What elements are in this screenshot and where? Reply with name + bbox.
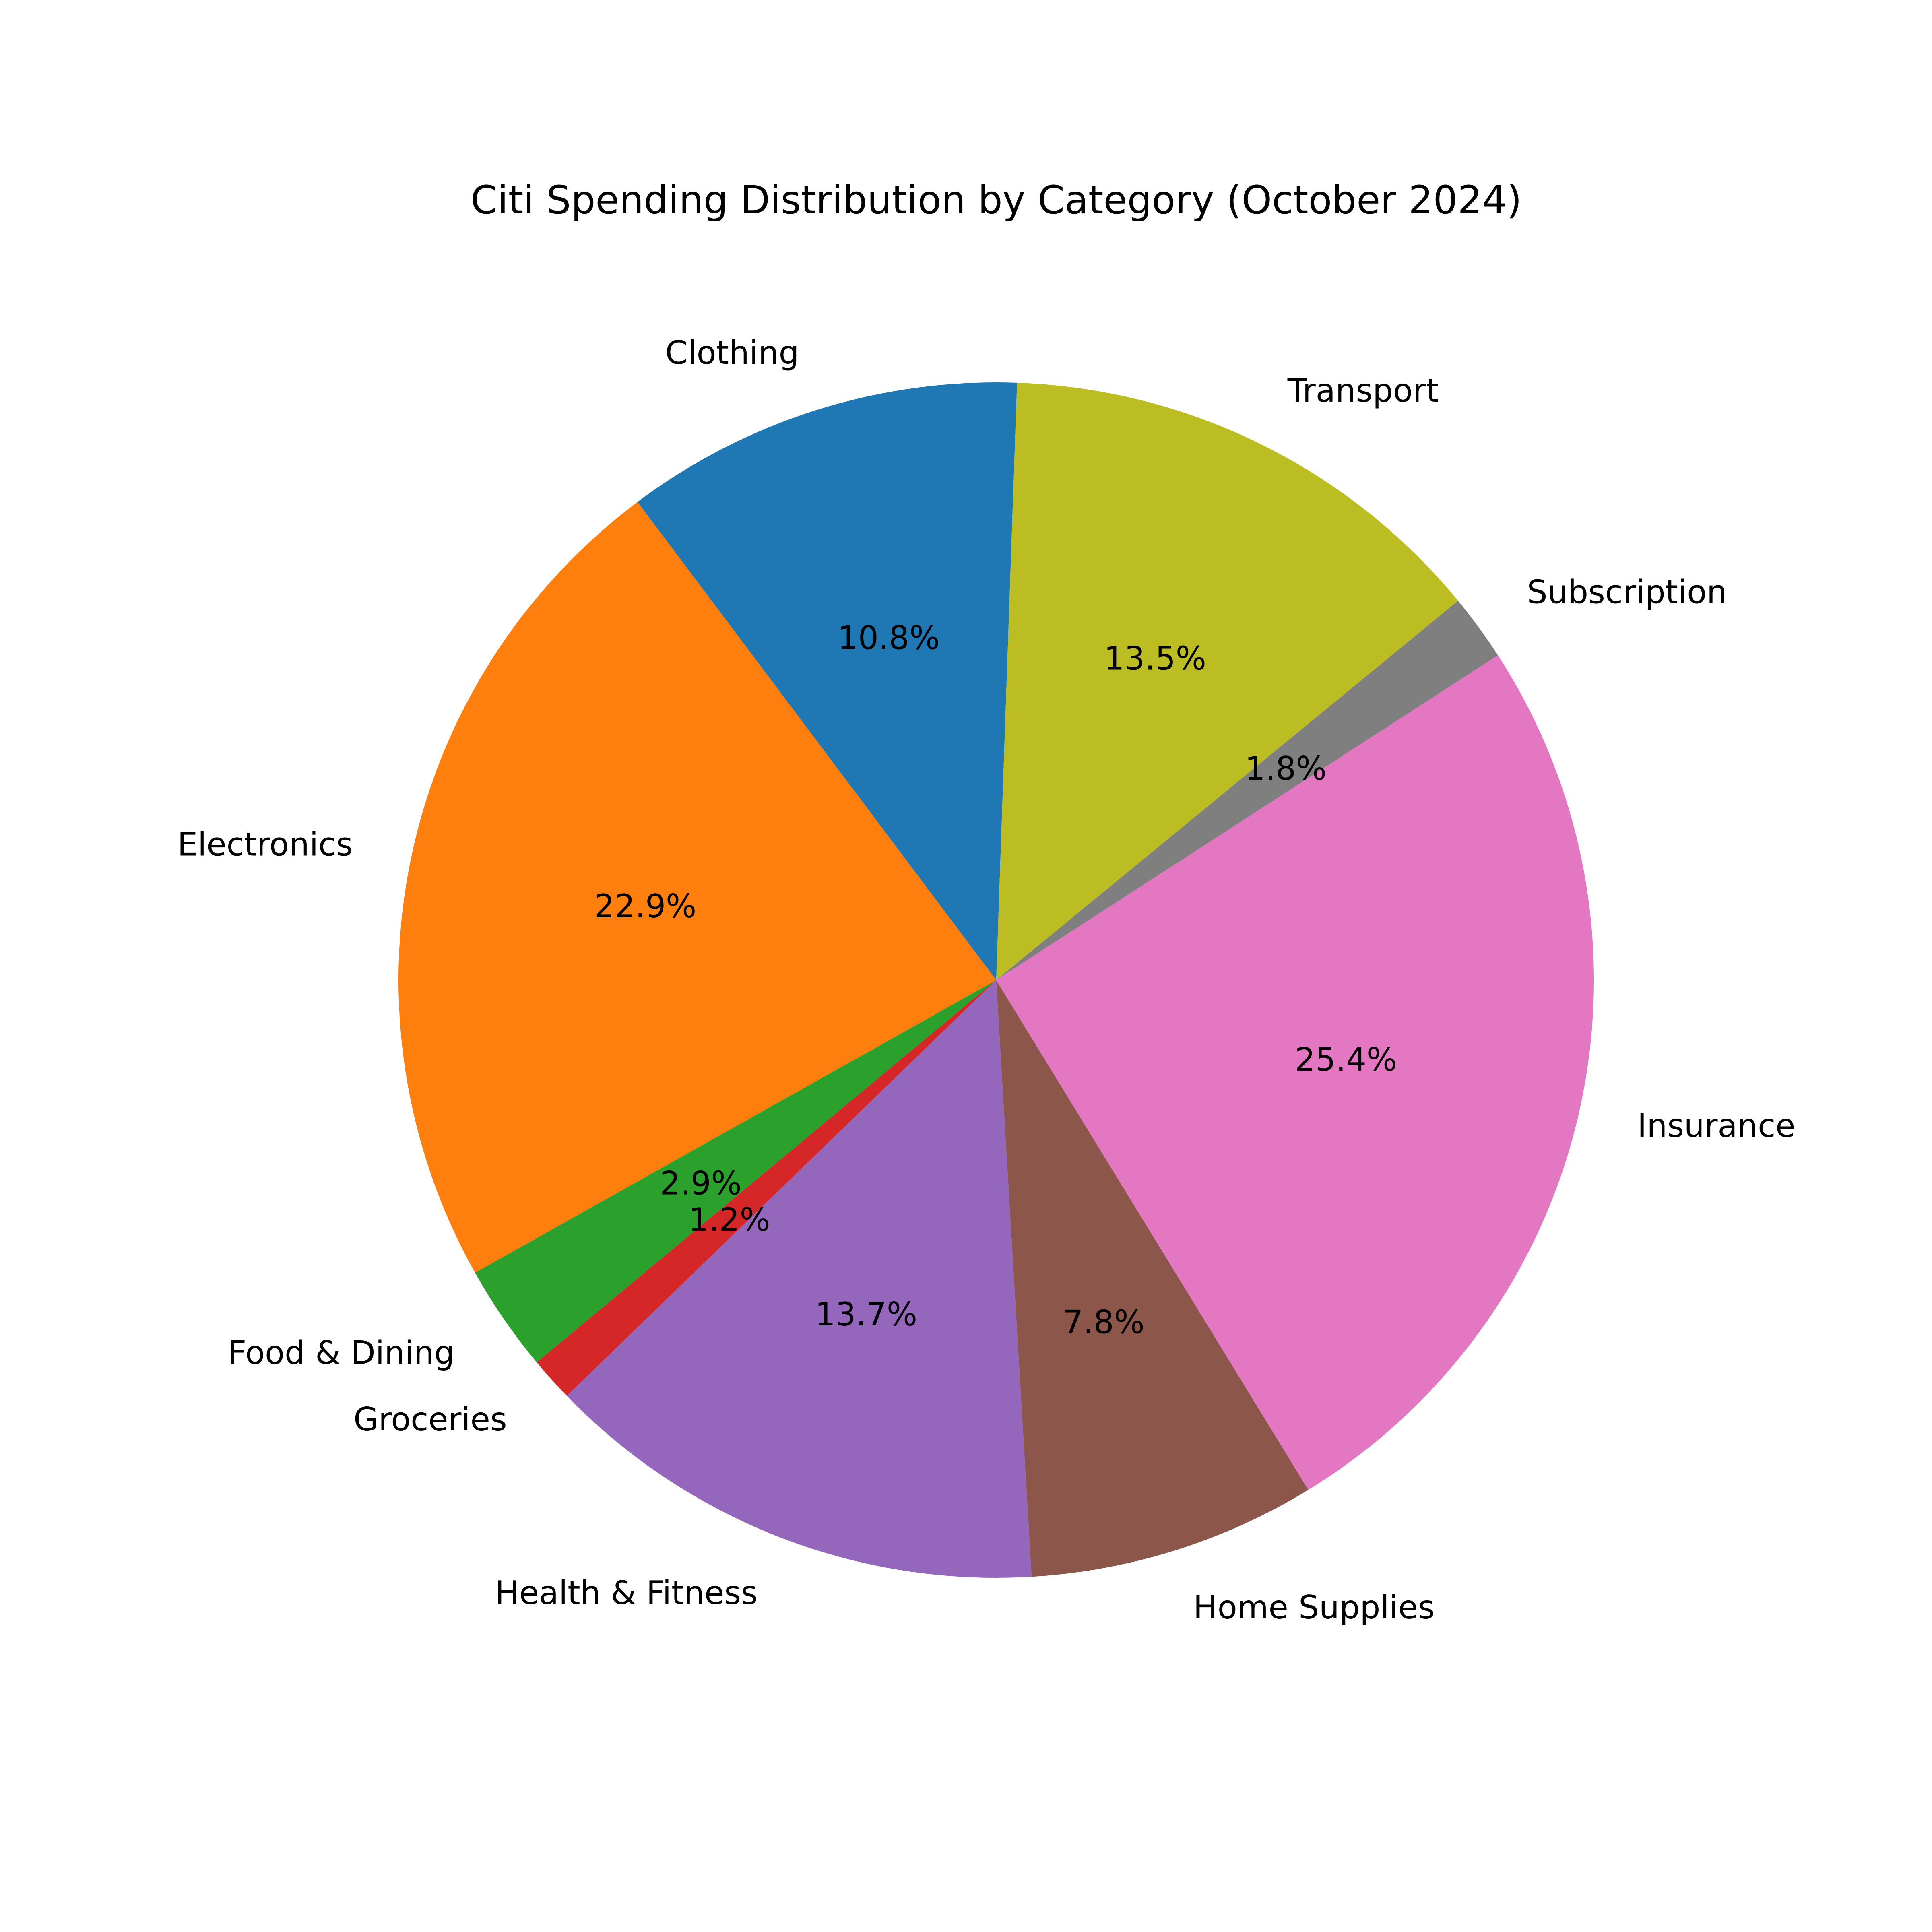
- pct-label-transport: 13.5%: [1104, 640, 1206, 677]
- slice-label-electronics: Electronics: [178, 826, 353, 863]
- slice-groceries: [537, 980, 996, 1396]
- slice-electronics: [398, 502, 996, 1273]
- pct-label-electronics: 22.9%: [594, 888, 696, 925]
- slice-food-and-dining: [475, 980, 996, 1362]
- pct-label-health-and-fitness: 13.7%: [815, 1296, 917, 1333]
- slice-insurance: [996, 655, 1594, 1490]
- slice-home-supplies: [996, 980, 1309, 1577]
- pct-label-subscription: 1.8%: [1245, 750, 1327, 787]
- slice-transport: [996, 382, 1458, 980]
- slice-label-transport: Transport: [1287, 372, 1439, 409]
- pct-label-groceries: 1.2%: [688, 1201, 770, 1238]
- slice-label-health-and-fitness: Health & Fitness: [495, 1574, 758, 1612]
- chart-title: Citi Spending Distribution by Category (…: [471, 178, 1522, 223]
- slice-label-groceries: Groceries: [353, 1401, 507, 1438]
- percentage-labels: 10.8% 22.9% 2.9%1.2% 13.7% 7.8% 25.4% 1.8% 13.5…: [594, 619, 1397, 1341]
- slice-label-food-and-dining: Food & Dining: [228, 1334, 454, 1372]
- slice-subscription: [996, 601, 1498, 980]
- slice-labels: Clothing Electronics Food & Dining Grocerie…: [178, 334, 1796, 1626]
- slice-clothing: [637, 382, 1017, 980]
- pct-label-clothing: 10.8%: [838, 619, 940, 657]
- slice-label-home-supplies: Home Supplies: [1193, 1589, 1435, 1626]
- pct-label-insurance: 25.4%: [1295, 1041, 1397, 1078]
- pie-slices: [398, 382, 1594, 1578]
- slice-label-insurance: Insurance: [1637, 1107, 1796, 1144]
- slice-label-subscription: Subscription: [1527, 574, 1727, 611]
- slice-label-clothing: Clothing: [665, 334, 799, 372]
- pct-label-home-supplies: 7.8%: [1063, 1304, 1144, 1341]
- pct-label-food-and-dining: 2.9%: [660, 1165, 741, 1202]
- slice-health-and-fitness: [567, 980, 1032, 1578]
